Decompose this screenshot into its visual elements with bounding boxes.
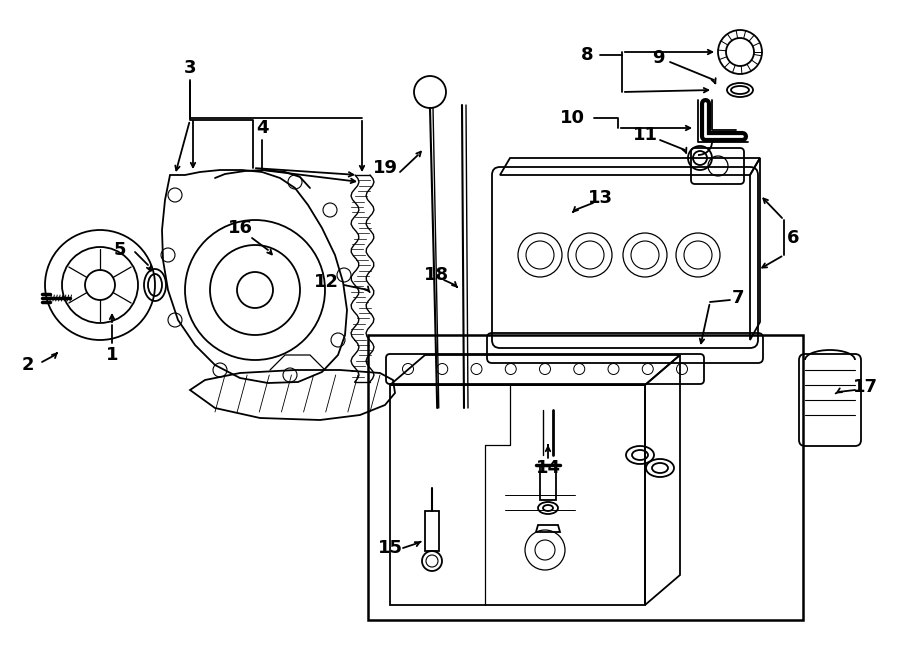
Text: 11: 11 bbox=[633, 126, 658, 144]
Text: 16: 16 bbox=[228, 219, 253, 237]
Bar bbox=[368, 335, 803, 620]
Bar bbox=[540, 465, 556, 500]
Text: 2: 2 bbox=[22, 356, 34, 374]
Text: 1: 1 bbox=[106, 346, 118, 364]
Bar bbox=[390, 385, 645, 605]
Text: 14: 14 bbox=[536, 459, 561, 477]
Text: 3: 3 bbox=[184, 59, 196, 77]
Text: 5: 5 bbox=[113, 241, 126, 259]
Text: 8: 8 bbox=[580, 46, 593, 64]
Bar bbox=[425, 511, 439, 551]
Text: 18: 18 bbox=[425, 266, 450, 284]
Text: 7: 7 bbox=[732, 289, 744, 307]
Text: 9: 9 bbox=[652, 49, 664, 67]
Text: 6: 6 bbox=[787, 229, 799, 247]
Text: 4: 4 bbox=[256, 119, 268, 137]
Text: 12: 12 bbox=[313, 273, 338, 291]
Text: 10: 10 bbox=[560, 109, 584, 127]
Text: 19: 19 bbox=[373, 159, 398, 177]
Text: 13: 13 bbox=[588, 189, 613, 207]
Text: 17: 17 bbox=[852, 378, 878, 396]
Text: 15: 15 bbox=[377, 539, 402, 557]
